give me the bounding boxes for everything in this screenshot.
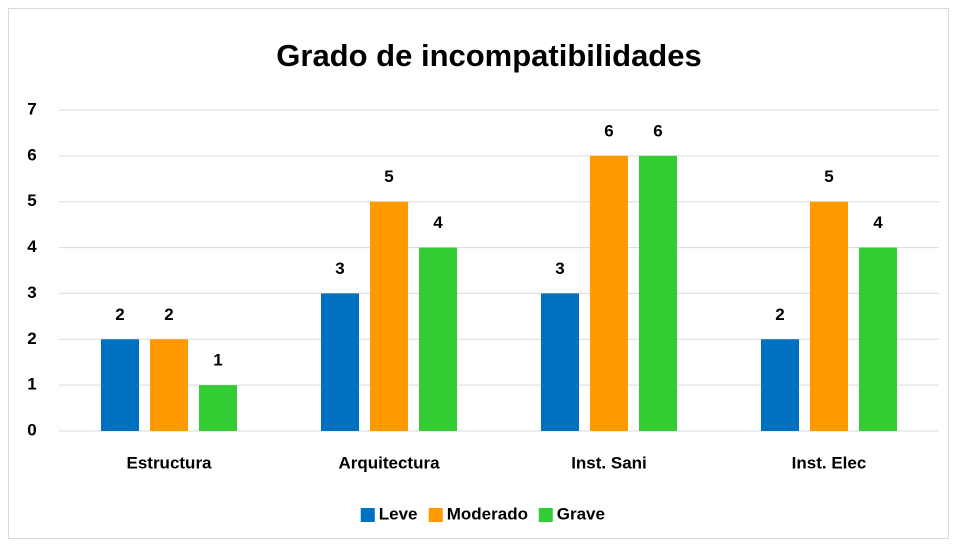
legend-swatch [538,508,553,522]
bar [590,155,628,431]
data-label: 5 [384,167,393,186]
bar [199,385,237,431]
y-tick-label: 6 [27,145,36,164]
y-tick-label: 0 [27,420,36,439]
legend-swatch [428,508,443,522]
bar [859,247,897,431]
chart-frame [8,8,949,539]
y-tick-label: 4 [27,237,37,256]
legend-label: Moderado [447,504,528,523]
data-label: 4 [433,213,443,232]
data-label: 2 [115,305,124,324]
data-label: 2 [164,305,173,324]
bar [150,339,188,431]
y-tick-label: 7 [27,99,36,118]
data-label: 3 [335,259,344,278]
x-tick-label: Estructura [126,453,212,472]
data-label: 2 [775,305,784,324]
data-label: 6 [604,121,613,140]
x-tick-label: Arquitectura [338,453,440,472]
data-label: 3 [555,259,564,278]
bar [541,293,579,431]
x-tick-label: Inst. Sani [571,453,647,472]
bar [101,339,139,431]
bar [419,247,457,431]
bar [761,339,799,431]
bar [370,201,408,431]
bar [810,201,848,431]
bar [321,293,359,431]
y-tick-label: 1 [27,375,36,394]
chart-title: Grado de incompatibilidades [276,38,701,73]
data-label: 6 [653,121,662,140]
y-tick-label: 2 [27,329,36,348]
legend-label: Leve [379,504,418,523]
data-label: 5 [824,167,833,186]
bar [639,155,677,431]
legend-label: Grave [557,504,605,523]
legend-swatch [360,508,375,522]
data-label: 1 [213,351,222,370]
x-tick-label: Inst. Elec [792,453,867,472]
data-label: 4 [873,213,883,232]
y-tick-label: 3 [27,283,36,302]
y-tick-label: 5 [27,191,36,210]
